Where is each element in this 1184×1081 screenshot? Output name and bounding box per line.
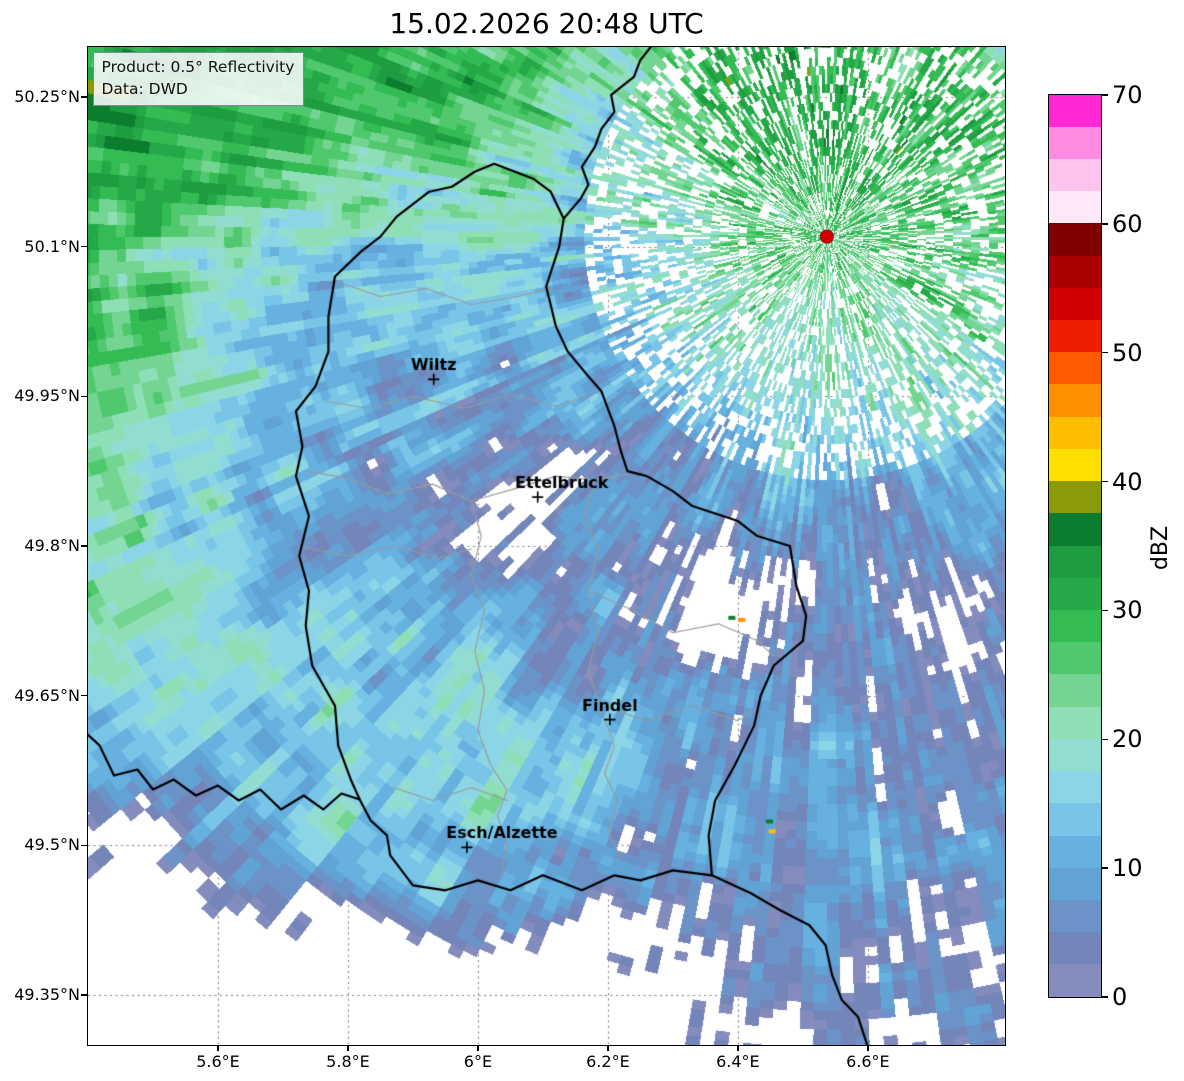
colorbar-segment (1049, 513, 1101, 546)
lat-tick-label: 49.8°N (24, 536, 80, 555)
axis-tick (81, 245, 87, 248)
colorbar-tick-label: 10 (1112, 854, 1143, 883)
colorbar-tick (1101, 996, 1108, 998)
colorbar-tick (1101, 609, 1108, 612)
axis-tick (737, 1045, 739, 1051)
colorbar-tick (1101, 351, 1108, 354)
colorbar-tick (1101, 480, 1108, 483)
colorbar-segment (1049, 674, 1101, 707)
colorbar-segment (1049, 94, 1101, 127)
colorbar-tick-label: 40 (1112, 467, 1143, 496)
axis-tick (81, 844, 87, 847)
axis-tick (81, 96, 87, 98)
axis-tick (81, 694, 87, 697)
lon-tick-label: 5.8°E (326, 1052, 370, 1071)
colorbar-tick (1101, 867, 1108, 869)
colorbar-segment (1049, 191, 1101, 224)
colorbar-segment (1049, 384, 1101, 417)
colorbar-segment (1049, 771, 1101, 804)
axis-tick (81, 395, 87, 398)
colorbar-segment (1049, 803, 1101, 836)
colorbar-tick (1101, 738, 1108, 741)
colorbar-segment (1049, 706, 1101, 739)
colorbar-segment (1049, 964, 1101, 997)
colorbar-tick-label: 20 (1112, 725, 1143, 754)
colorbar-segment (1049, 158, 1101, 192)
lat-tick-label: 49.5°N (24, 835, 80, 855)
data-source-label: Data: DWD (101, 79, 188, 98)
radar-map-canvas (87, 46, 1005, 1045)
colorbar-segment (1049, 320, 1101, 353)
colorbar-axis-label: dBZ (1118, 506, 1184, 590)
lat-tick-label: 50.1°N (24, 236, 80, 256)
axis-tick (477, 1045, 479, 1051)
lon-tick-label: 6.2°E (586, 1052, 630, 1071)
colorbar-tick-label: 30 (1112, 596, 1143, 625)
colorbar-segment (1049, 481, 1101, 514)
colorbar-segment (1049, 738, 1101, 772)
colorbar-segment (1049, 545, 1101, 578)
colorbar-segment (1049, 223, 1101, 256)
axis-tick (81, 545, 87, 547)
lat-tick-label: 49.95°N (14, 386, 80, 406)
lon-tick-label: 6.4°E (716, 1052, 760, 1071)
colorbar-segment (1049, 416, 1101, 449)
colorbar-segment (1049, 642, 1101, 675)
colorbar-segment (1049, 126, 1101, 159)
colorbar-segment (1049, 577, 1101, 610)
colorbar-segment (1049, 899, 1101, 933)
lat-tick-label: 49.35°N (14, 985, 80, 1005)
colorbar-segment (1049, 835, 1101, 868)
colorbar-segment (1049, 352, 1101, 385)
product-label: Product: 0.5° Reflectivity (101, 57, 295, 76)
lat-tick-label: 50.25°N (14, 86, 80, 106)
colorbar-segment (1049, 255, 1101, 288)
colorbar-segment (1049, 287, 1101, 321)
lon-tick-label: 6°E (463, 1052, 493, 1071)
colorbar-tick-label: 50 (1112, 338, 1143, 367)
colorbar-axis-label-text: dBZ (1147, 525, 1173, 571)
axis-tick (81, 994, 87, 996)
colorbar-tick (1101, 94, 1108, 96)
colorbar-segment (1049, 448, 1101, 482)
map-plot-area: Product: 0.5° Reflectivity Data: DWD (86, 45, 1006, 1046)
axis-tick (607, 1045, 609, 1051)
colorbar-tick-label: 70 (1112, 81, 1143, 109)
product-info-box: Product: 0.5° Reflectivity Data: DWD (92, 51, 305, 106)
axis-tick (867, 1045, 869, 1051)
axis-tick (217, 1045, 219, 1051)
colorbar-segment (1049, 867, 1101, 900)
lon-tick-label: 6.6°E (846, 1052, 890, 1071)
lat-tick-label: 49.65°N (14, 685, 80, 705)
colorbar-segment (1049, 610, 1101, 643)
colorbar-tick-label: 60 (1112, 209, 1143, 238)
axis-tick (347, 1045, 349, 1051)
colorbar-segment (1049, 932, 1101, 965)
lon-tick-label: 5.6°E (196, 1052, 240, 1071)
colorbar-tick (1101, 223, 1108, 225)
colorbar (1048, 93, 1102, 998)
figure-title: 15.02.2026 20:48 UTC (389, 7, 704, 40)
colorbar-tick-label: 0 (1112, 983, 1128, 1011)
